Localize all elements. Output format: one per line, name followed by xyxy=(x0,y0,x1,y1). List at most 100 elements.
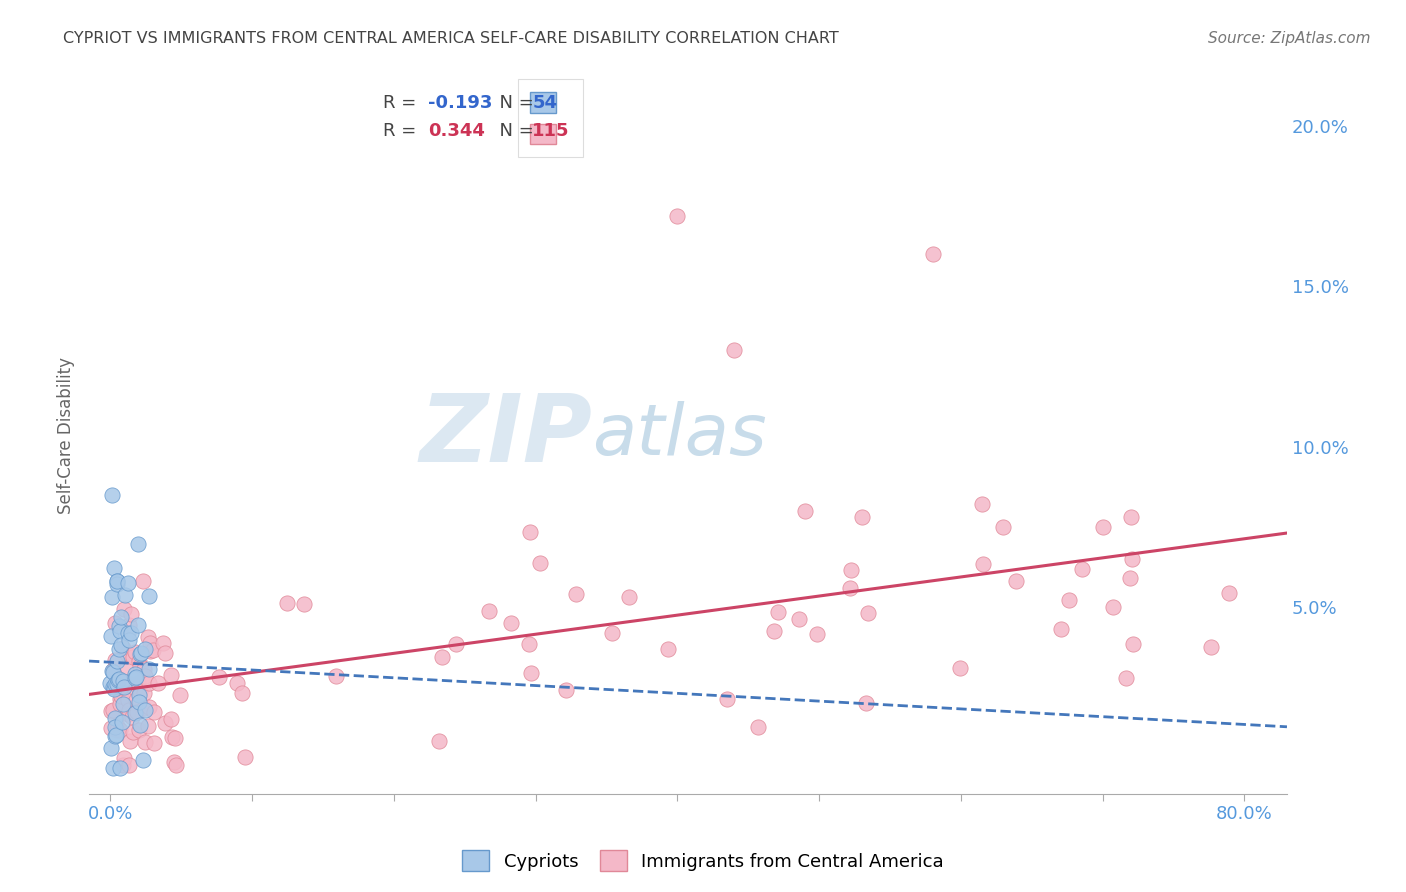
Point xyxy=(162,731,184,745)
Point xyxy=(972,497,994,511)
Point xyxy=(122,649,145,664)
Point xyxy=(128,688,150,702)
Point xyxy=(129,718,152,732)
Point xyxy=(129,684,152,698)
Point xyxy=(138,676,160,690)
Point xyxy=(208,670,231,684)
Point xyxy=(838,581,860,595)
Point xyxy=(107,679,129,693)
Point xyxy=(105,574,128,588)
Point xyxy=(115,660,138,674)
Point xyxy=(163,755,186,769)
Point xyxy=(600,625,623,640)
Y-axis label: Self-Care Disability: Self-Care Disability xyxy=(58,357,75,514)
Text: R =: R = xyxy=(382,122,422,140)
Point xyxy=(100,488,122,502)
Point xyxy=(554,682,576,697)
Point xyxy=(101,590,124,604)
Point xyxy=(117,693,139,707)
Point xyxy=(146,676,169,690)
Point xyxy=(839,563,862,577)
Point xyxy=(762,624,785,638)
Point xyxy=(124,693,146,707)
Point xyxy=(138,589,160,603)
Point xyxy=(118,703,141,717)
Point xyxy=(120,626,142,640)
Point xyxy=(155,715,177,730)
Point xyxy=(114,674,136,689)
Point xyxy=(114,675,136,690)
Point xyxy=(101,681,124,695)
Text: -0.193: -0.193 xyxy=(427,94,492,112)
Point xyxy=(1115,671,1137,685)
Point xyxy=(444,637,467,651)
Point xyxy=(136,630,159,644)
Point xyxy=(105,654,128,668)
Point xyxy=(98,676,121,690)
Point xyxy=(768,605,790,619)
Point xyxy=(160,712,183,726)
Point xyxy=(501,615,523,630)
Text: ZIP: ZIP xyxy=(419,390,592,482)
Point xyxy=(103,681,125,696)
Point xyxy=(787,612,810,626)
Point xyxy=(617,591,640,605)
Point xyxy=(517,637,540,651)
Point xyxy=(152,636,174,650)
Point xyxy=(100,741,122,756)
Point xyxy=(108,624,131,638)
Point xyxy=(132,574,155,589)
Point xyxy=(120,733,142,747)
Point xyxy=(108,642,131,657)
Point xyxy=(529,557,551,571)
Point xyxy=(125,670,148,684)
Point xyxy=(138,699,160,714)
Point xyxy=(657,642,679,657)
Point xyxy=(564,587,586,601)
Point xyxy=(139,636,162,650)
Point xyxy=(110,692,132,706)
Point xyxy=(111,673,134,688)
Point xyxy=(112,680,135,694)
Text: N =: N = xyxy=(488,122,540,140)
Text: CYPRIOT VS IMMIGRANTS FROM CENTRAL AMERICA SELF-CARE DISABILITY CORRELATION CHAR: CYPRIOT VS IMMIGRANTS FROM CENTRAL AMERI… xyxy=(63,31,839,46)
Point xyxy=(129,647,152,661)
Point xyxy=(110,610,132,624)
Point xyxy=(1121,552,1143,566)
Point xyxy=(101,703,124,717)
Point xyxy=(1049,622,1071,636)
Point xyxy=(112,757,135,772)
Point xyxy=(110,697,132,711)
Point xyxy=(120,607,142,621)
Point xyxy=(427,733,450,747)
Point xyxy=(1119,571,1142,585)
Point xyxy=(101,665,124,679)
Point xyxy=(127,705,149,719)
Point xyxy=(519,524,541,539)
Point xyxy=(105,677,128,691)
Text: 54: 54 xyxy=(533,94,557,112)
Point xyxy=(110,638,132,652)
Point xyxy=(520,666,543,681)
Point xyxy=(112,640,135,655)
Text: R =: R = xyxy=(382,94,422,112)
Point xyxy=(104,721,127,735)
Point xyxy=(139,644,162,658)
Point xyxy=(115,647,138,661)
Legend: Cypriots, Immigrants from Central America: Cypriots, Immigrants from Central Americ… xyxy=(454,843,952,879)
Point xyxy=(104,615,127,630)
Point xyxy=(231,686,253,700)
Point xyxy=(1102,600,1125,615)
Point xyxy=(104,677,127,691)
Point xyxy=(993,520,1015,534)
Point xyxy=(153,646,176,660)
Point xyxy=(129,646,152,660)
Point xyxy=(104,653,127,667)
Point xyxy=(103,561,125,575)
Point xyxy=(430,649,453,664)
Point xyxy=(105,677,128,691)
Point xyxy=(1122,637,1144,651)
Point xyxy=(143,705,166,719)
Point xyxy=(855,696,877,710)
Point xyxy=(108,761,131,775)
